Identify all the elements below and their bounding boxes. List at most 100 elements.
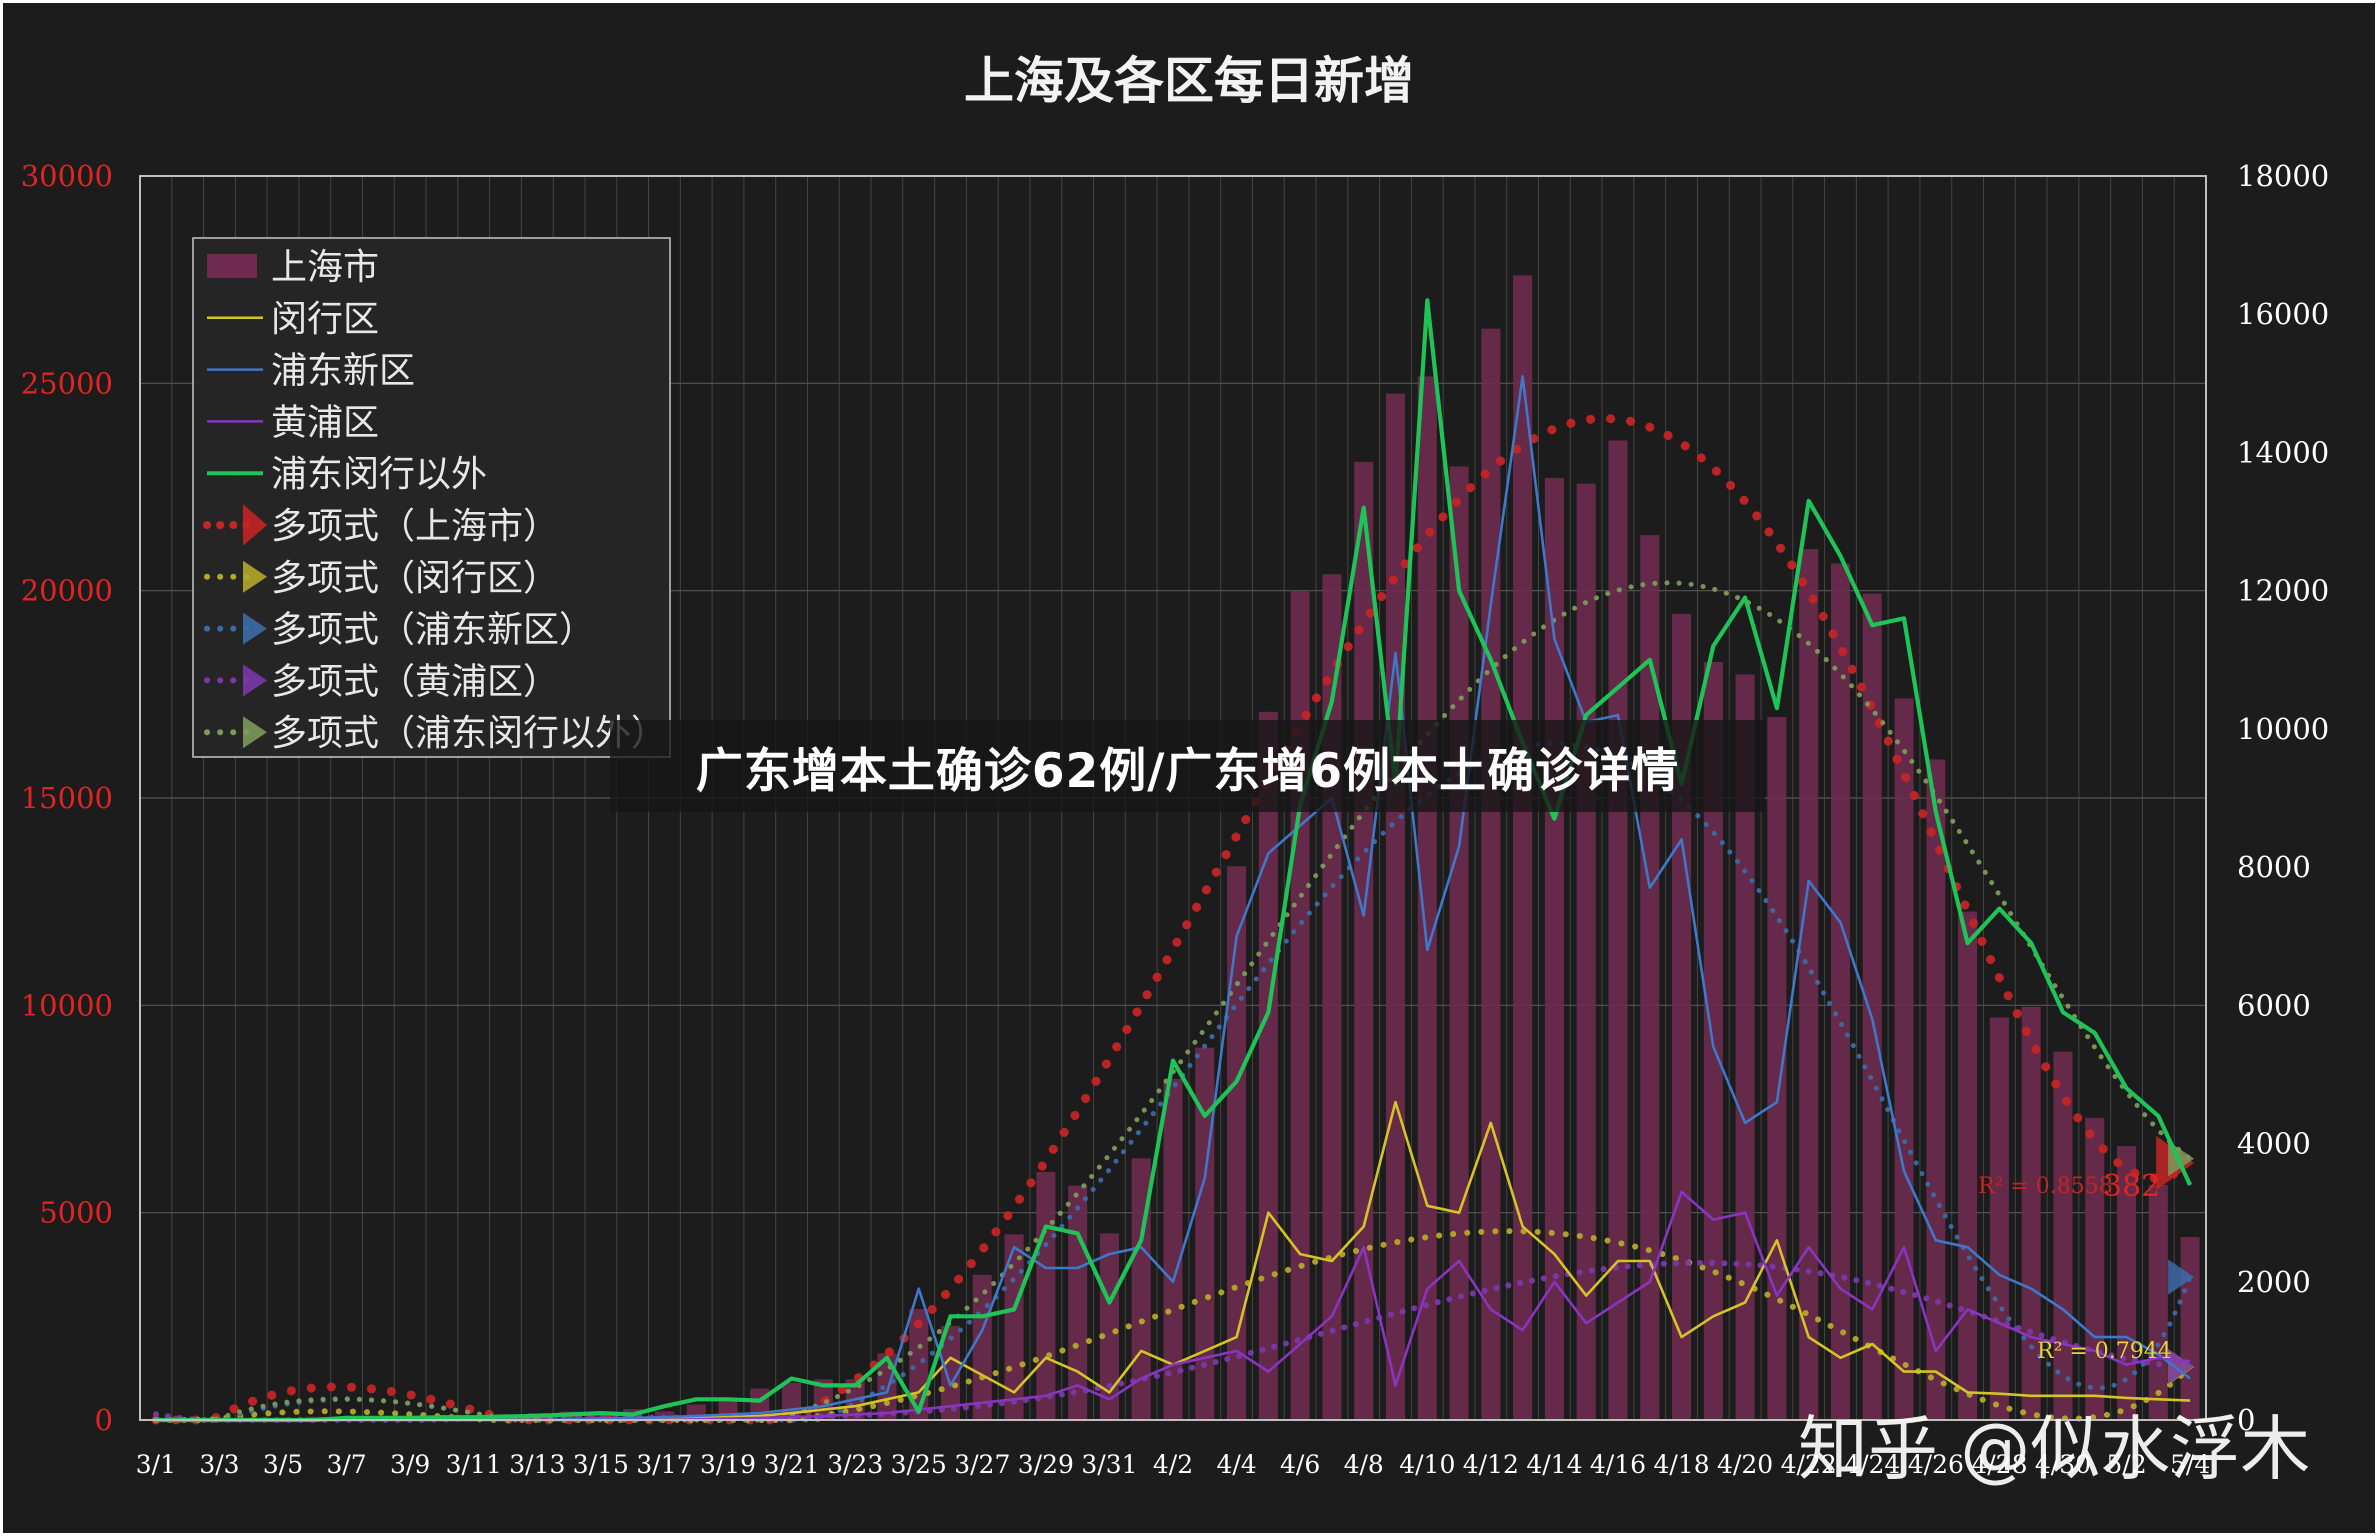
bar: [1004, 1234, 1024, 1420]
legend-swatch-arrow: [243, 612, 267, 645]
x-tick-label: 4/2: [1153, 1450, 1193, 1479]
x-tick-label: 5/4: [2170, 1450, 2210, 1479]
y-right-tick-label: 2000: [2237, 1265, 2311, 1299]
legend-swatch-arrow: [243, 504, 267, 546]
y-left-tick-label: 20000: [21, 574, 113, 608]
bar: [2117, 1146, 2137, 1420]
x-tick-label: 4/8: [1344, 1450, 1384, 1479]
bar: [1036, 1171, 1056, 1420]
y-right-tick-label: 14000: [2237, 435, 2329, 469]
legend-swatch-arrow: [243, 716, 267, 749]
x-tick-label: 4/24: [1844, 1450, 1900, 1479]
headline-banner: 广东增本土确诊62例/广东增6例本土确诊详情: [610, 720, 1765, 812]
trendline: [151, 414, 2195, 1425]
legend-entry: 多项式（浦东新区）: [271, 610, 595, 651]
x-tick-label: 3/7: [326, 1450, 366, 1479]
bar: [1417, 376, 1437, 1420]
bar: [1799, 549, 1819, 1420]
x-tick-label: 4/20: [1717, 1450, 1773, 1479]
x-axis: 3/1 3/3 3/5 3/7 3/9 3/11 3/13 3/15 3/17 3/19 3/21 3…: [136, 1450, 2210, 1479]
bar: [1830, 563, 1851, 1420]
legend-swatch-bar: [207, 254, 257, 278]
legend-swatch-arrow: [243, 664, 267, 697]
y-left-tick-label: 15000: [21, 781, 113, 815]
x-tick-label: 3/23: [827, 1450, 883, 1479]
y-left-tick-label: 30000: [21, 159, 113, 193]
legend-box: [192, 237, 671, 758]
bar: [972, 1274, 992, 1420]
x-tick-label: 4/26: [1908, 1450, 1964, 1479]
x-tick-label: 4/28: [1971, 1450, 2027, 1479]
x-tick-label: 3/17: [636, 1450, 692, 1479]
bar: [1513, 275, 1533, 1421]
x-tick-label: 3/27: [954, 1450, 1010, 1479]
bar: [2021, 1006, 2041, 1420]
y-right-tick-label: 18000: [2237, 159, 2329, 193]
y-left-tick-label: 10000: [21, 988, 113, 1022]
x-tick-label: 4/30: [2035, 1450, 2091, 1479]
y-left-tick-label: 25000: [21, 366, 113, 400]
x-tick-label: 3/29: [1018, 1450, 1074, 1479]
bar: [1989, 1017, 2009, 1420]
y-right-tick-label: 10000: [2237, 712, 2329, 746]
x-tick-label: 3/3: [199, 1450, 239, 1479]
x-tick-label: 3/1: [136, 1450, 176, 1479]
bar: [1385, 393, 1406, 1420]
y-left-tick-label: 5000: [39, 1196, 113, 1230]
bar: [1544, 477, 1564, 1420]
bar: [1862, 593, 1882, 1420]
bar: [1227, 866, 1247, 1420]
x-tick-label: 3/15: [573, 1450, 629, 1479]
x-tick-label: 3/11: [446, 1450, 502, 1479]
x-tick-label: 4/16: [1590, 1450, 1646, 1479]
bar: [940, 1325, 961, 1420]
x-tick-label: 5/2: [2106, 1450, 2146, 1479]
bar: [2085, 1117, 2105, 1420]
x-tick-label: 3/9: [390, 1450, 430, 1479]
y-left-tick-label: 0: [95, 1403, 113, 1437]
bar: [1258, 711, 1278, 1420]
headline-text: 广东增本土确诊62例/广东增6例本土确诊详情: [695, 743, 1680, 799]
r2-label-shanghai: R² = 0.8558: [1978, 1174, 2113, 1199]
plot-border: [139, 175, 2207, 1421]
bar: [1481, 328, 1501, 1420]
x-tick-label: 3/31: [1081, 1450, 1137, 1479]
bar: [1576, 483, 1596, 1420]
watermark: 知乎 @似水浮木: [1798, 1408, 2311, 1490]
legend-entry: 多项式（浦东闵行以外）: [271, 713, 667, 754]
x-tick-label: 4/14: [1526, 1450, 1582, 1479]
bar: [1767, 717, 1787, 1420]
legend-entry: 浦东新区: [271, 351, 415, 392]
bar: [1354, 461, 1374, 1421]
x-tick-label: 4/22: [1781, 1450, 1837, 1479]
legend-entry: 多项式（黄浦区）: [271, 661, 559, 702]
bar: [1099, 1233, 1119, 1420]
x-tick-label: 3/25: [891, 1450, 947, 1479]
y-right-tick-label: 12000: [2237, 574, 2329, 608]
trend-arrowhead: [2168, 1259, 2195, 1295]
trend-arrowhead: [2168, 1348, 2195, 1384]
x-tick-label: 4/12: [1463, 1450, 1519, 1479]
series-line: [155, 298, 2193, 1423]
y-right-tick-label: 0: [2237, 1403, 2255, 1437]
x-tick-label: 3/13: [509, 1450, 565, 1479]
x-tick-label: 3/21: [764, 1450, 820, 1479]
legend-entry: 浦东闵行以外: [271, 454, 487, 495]
legend-entry: 闵行区: [271, 299, 379, 340]
bar: [1926, 759, 1946, 1420]
bar: [2148, 1184, 2168, 1420]
r2-label-minhang: R² = 0.7944: [2037, 1339, 2172, 1364]
y-right-tick-label: 16000: [2237, 297, 2329, 331]
bar: [1672, 613, 1692, 1420]
x-tick-label: 4/4: [1216, 1450, 1256, 1479]
y-right-tick-label: 8000: [2237, 850, 2311, 884]
y-axis-left: 0 5000 10000 15000 20000 25000 30000: [21, 159, 113, 1437]
legend-entry: 上海市: [271, 247, 379, 288]
x-tick-label: 4/10: [1399, 1450, 1455, 1479]
legend-entry: 黄浦区: [271, 402, 379, 443]
chart-title: 上海及各区每日新增: [964, 52, 1414, 110]
bar: [1958, 911, 1978, 1420]
bar: [1735, 674, 1755, 1420]
chart-frame: 上海及各区每日新增 0 5000 10000 15000 20000 25000 30000…: [3, 3, 2375, 1533]
